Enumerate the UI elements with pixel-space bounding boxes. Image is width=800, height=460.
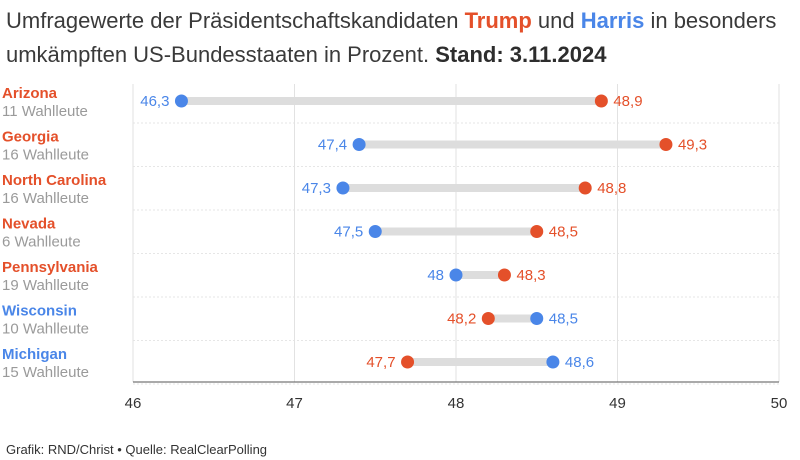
harris-point <box>449 268 463 282</box>
trump-value-label: 49,3 <box>678 137 707 154</box>
state-electors: 19 Wahlleute <box>2 277 89 294</box>
title-part-1: Umfragewerte der Präsidentschaftskandida… <box>6 8 465 33</box>
footer-separator: • <box>113 442 126 457</box>
state-electors: 11 Wahlleute <box>2 103 88 120</box>
state-name: Georgia <box>2 129 59 146</box>
chart-title: Umfragewerte der Präsidentschaftskandida… <box>6 4 796 72</box>
trump-value-label: 48,8 <box>597 180 626 197</box>
trump-point <box>659 138 673 151</box>
trump-value-label: 48,9 <box>613 93 642 110</box>
footer-source: Quelle: RealClearPolling <box>125 442 268 457</box>
trump-point <box>481 312 495 325</box>
trump-point <box>578 181 592 195</box>
title-part-3: in besonders umkämpften US-Bundesstaaten… <box>6 8 777 67</box>
harris-value-label: 48,5 <box>549 311 578 328</box>
harris-value-label: 47,4 <box>318 137 347 154</box>
trump-point <box>401 355 415 369</box>
title-harris: Harris <box>580 8 645 33</box>
x-tick-label: 46 <box>125 395 142 412</box>
state-name: Michigan <box>2 346 67 363</box>
harris-value-label: 48,6 <box>565 354 594 371</box>
trump-point <box>594 94 608 108</box>
x-tick-label: 48 <box>448 395 465 412</box>
harris-point <box>546 355 560 369</box>
harris-value-label: 47,5 <box>334 224 363 241</box>
harris-point <box>530 312 544 325</box>
harris-value-label: 48 <box>427 267 444 284</box>
title-part-2: und <box>531 8 581 33</box>
trump-point <box>530 225 544 238</box>
x-tick-label: 47 <box>286 395 303 412</box>
harris-point <box>174 94 188 108</box>
state-electors: 10 Wahlleute <box>2 321 89 338</box>
harris-point <box>368 225 382 238</box>
trump-point <box>497 268 511 282</box>
state-name: Arizona <box>2 85 58 102</box>
state-electors: 16 Wahlleute <box>2 190 89 207</box>
title-date: Stand: 3.11.2024 <box>435 42 607 67</box>
state-name: North Carolina <box>2 172 107 189</box>
state-name: Nevada <box>2 216 56 233</box>
title-trump: Trump <box>464 8 532 33</box>
trump-value-label: 48,5 <box>549 224 578 241</box>
state-electors: 6 Wahlleute <box>2 234 81 251</box>
footer-credit: Grafik: RND/Christ <box>6 442 114 457</box>
harris-point <box>336 181 350 195</box>
trump-value-label: 48,3 <box>516 267 545 284</box>
harris-value-label: 47,3 <box>302 180 331 197</box>
harris-value-label: 46,3 <box>140 93 169 110</box>
state-electors: 15 Wahlleute <box>2 364 89 381</box>
state-name: Pennsylvania <box>2 259 99 276</box>
state-electors: 16 Wahlleute <box>2 147 89 164</box>
chart-footer: Grafik: RND/Christ • Quelle: RealClearPo… <box>6 442 267 457</box>
x-tick-label: 50 <box>771 395 788 412</box>
state-name: Wisconsin <box>2 303 77 320</box>
harris-point <box>352 138 366 151</box>
trump-value-label: 48,2 <box>447 311 476 328</box>
x-tick-label: 49 <box>609 395 626 412</box>
trump-value-label: 47,7 <box>366 354 395 371</box>
